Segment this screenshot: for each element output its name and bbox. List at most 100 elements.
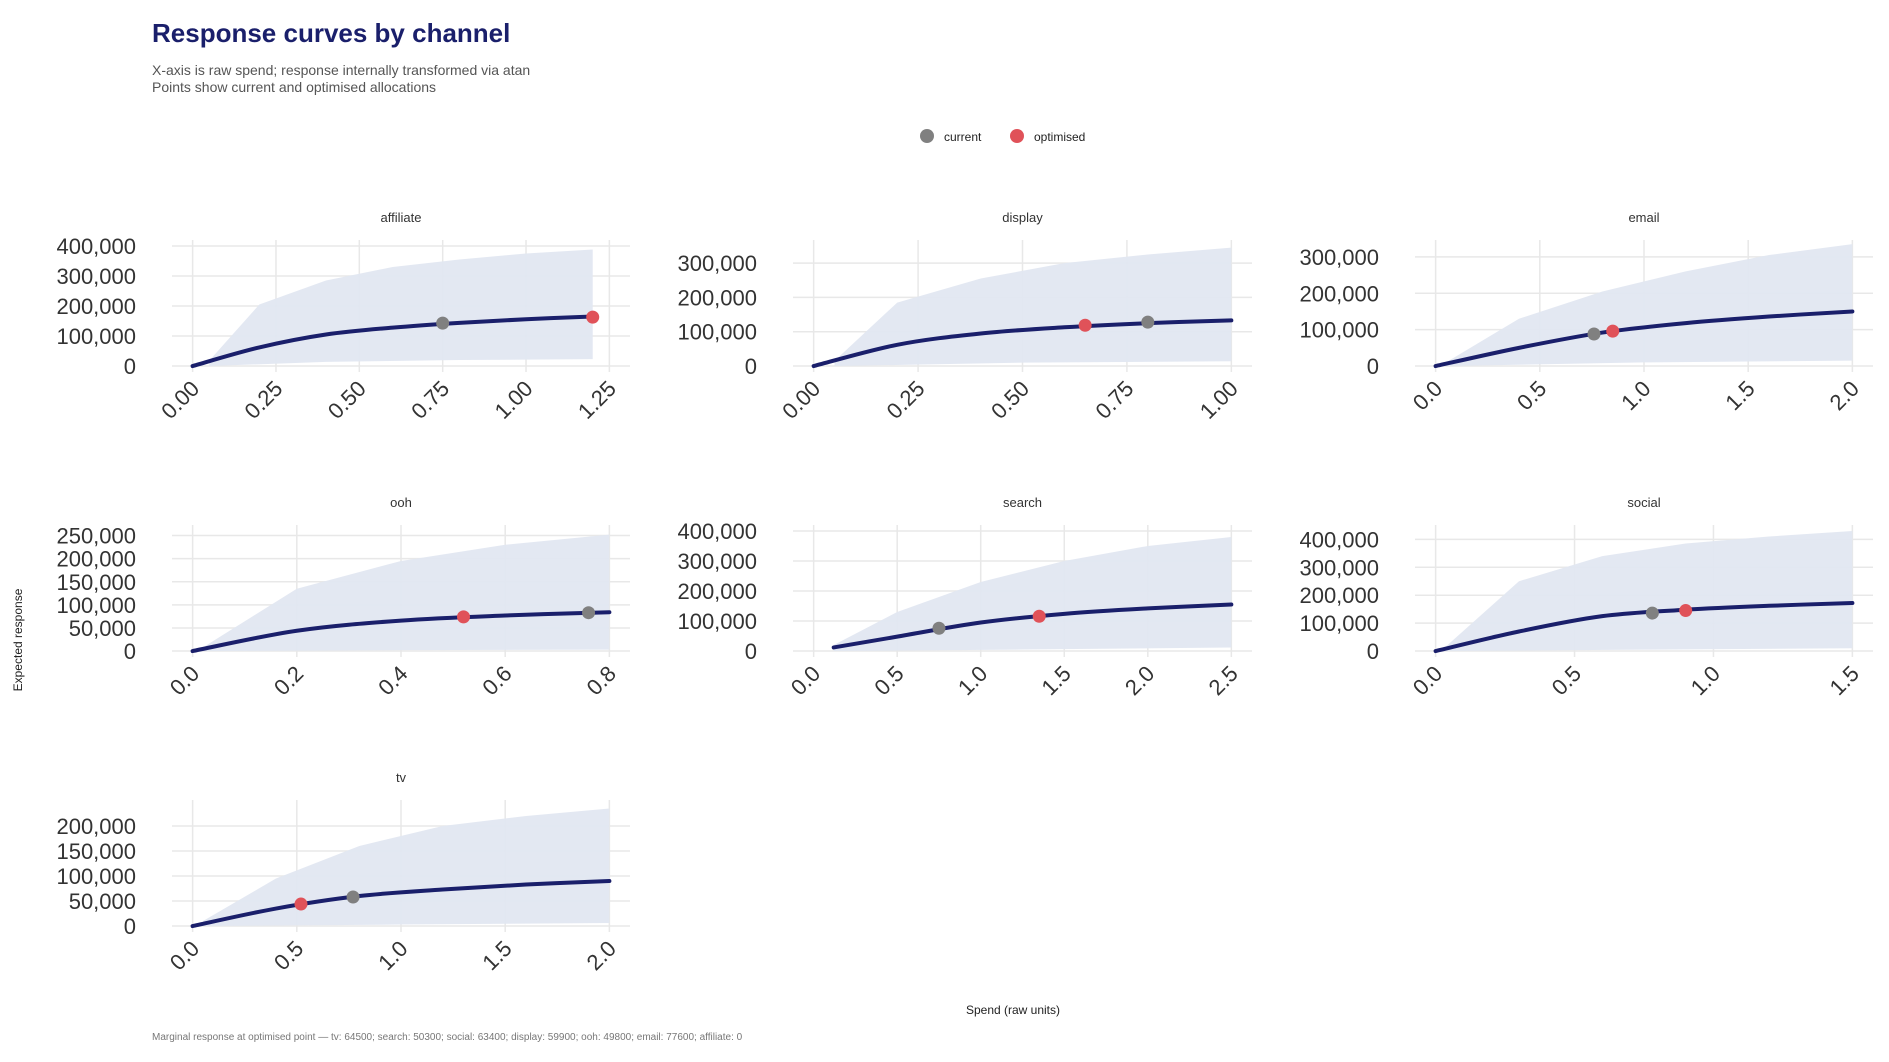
legend-swatch-current	[920, 129, 934, 143]
y-tick-label: 300,000	[677, 251, 757, 276]
y-tick-label: 300,000	[677, 549, 757, 574]
current-point	[346, 890, 360, 904]
legend-swatch-optimised	[1010, 129, 1024, 143]
legend-label-current: current	[944, 130, 982, 144]
y-tick-label: 250,000	[56, 524, 136, 549]
uncertainty-band	[1446, 244, 1853, 367]
panel-social: social 0.0 0.5 1.0 1.5 0 100,000 200,000 300,000…	[1299, 495, 1873, 700]
y-tick-label: 100,000	[1299, 318, 1379, 343]
y-tick-label: 200,000	[56, 547, 136, 572]
y-tick-label: 150,000	[56, 839, 136, 864]
x-tick-label: 2.5	[1204, 661, 1243, 700]
panel-title-affiliate: affiliate	[381, 210, 422, 225]
x-tick-label: 0.75	[406, 376, 454, 424]
optimised-point	[1078, 318, 1092, 332]
y-tick-label: 50,000	[69, 889, 136, 914]
x-tick-label: 1.00	[490, 376, 538, 424]
uncertainty-band	[209, 249, 593, 367]
optimised-point	[294, 897, 308, 911]
uncertainty-band	[833, 536, 1232, 652]
panel-tv: tv 0.0 0.5 1.0 1.5 2.0 050,000100,000150,00020…	[56, 770, 630, 975]
uncertainty-band	[203, 534, 610, 652]
subtitle-line-1: X-axis is raw spend; response internally…	[152, 62, 531, 78]
x-tick-label: 0.8	[582, 661, 621, 700]
panel-affiliate: affiliate 0.00 0.25 0.50 0.75 1.00 1.25 0 100,00…	[56, 210, 630, 424]
x-tick-label: 1.0	[1686, 661, 1725, 700]
y-tick-label: 400,000	[1299, 527, 1379, 552]
y-axis-title-wrapper: Expected response	[11, 589, 38, 692]
current-point	[1141, 315, 1155, 329]
optimised-point	[1606, 324, 1620, 338]
x-tick-label: 0.0	[165, 936, 204, 975]
optimised-point	[457, 610, 471, 624]
x-tick-label: 0.0	[786, 661, 825, 700]
panel-title-tv: tv	[396, 770, 407, 785]
x-tick-label: 0.5	[869, 661, 908, 700]
response-curve	[831, 602, 1234, 650]
y-tick-label: 100,000	[56, 864, 136, 889]
panel-title-search: search	[1003, 495, 1042, 510]
y-tick-label: 300,000	[56, 264, 136, 289]
x-axis-title: Spend (raw units)	[965, 1003, 1061, 1017]
x-tick-label: 0.50	[986, 376, 1034, 424]
current-point	[1645, 606, 1659, 620]
y-tick-label: 200,000	[56, 814, 136, 839]
y-tick-label: 100,000	[56, 593, 136, 618]
x-tick-label: 0.25	[882, 376, 930, 424]
x-tick-label: 2.0	[582, 936, 621, 975]
current-point	[932, 621, 946, 635]
x-tick-label: 0.75	[1090, 376, 1138, 424]
y-tick-label: 400,000	[677, 519, 757, 544]
x-tick-label: 0.2	[269, 661, 308, 700]
uncertainty-band	[1443, 530, 1853, 652]
panel-email: email 0.0 0.5 1.0 1.5 2.0 0 100,000 200,000 300,0…	[1299, 210, 1873, 415]
optimised-point	[1032, 609, 1046, 623]
response-curve	[811, 318, 1234, 369]
y-tick-label: 0	[745, 354, 757, 379]
panel-display: display 0.00 0.25 0.50 0.75 1.00 0 100,000 200,0…	[677, 210, 1252, 424]
x-tick-label: 0.5	[1512, 376, 1551, 415]
x-tick-label: 1.0	[1616, 376, 1655, 415]
x-tick-label: 2.0	[1120, 661, 1159, 700]
x-tick-label: 0.0	[1408, 661, 1447, 700]
y-tick-label: 200,000	[677, 579, 757, 604]
x-tick-label: 1.5	[1825, 661, 1864, 700]
x-tick-label: 1.0	[373, 936, 412, 975]
current-point	[582, 606, 596, 620]
x-tick-label: 1.25	[573, 376, 621, 424]
response-curve	[190, 314, 595, 369]
y-tick-label: 200,000	[56, 294, 136, 319]
y-tick-label: 300,000	[1299, 245, 1379, 270]
response-curve	[1433, 309, 1855, 369]
x-tick-label: 0.50	[323, 376, 371, 424]
x-tick-label: 1.5	[1036, 661, 1075, 700]
x-tick-label: 0.00	[777, 376, 825, 424]
caption: Marginal response at optimised point — t…	[152, 1032, 743, 1043]
x-tick-label: 0.0	[165, 661, 204, 700]
x-tick-label: 0.5	[1547, 661, 1586, 700]
y-tick-label: 200,000	[1299, 281, 1379, 306]
y-tick-label: 0	[1367, 354, 1379, 379]
y-tick-label: 200,000	[1299, 583, 1379, 608]
y-tick-label: 150,000	[56, 570, 136, 595]
current-point	[436, 316, 450, 330]
y-tick-label: 300,000	[1299, 555, 1379, 580]
y-tick-label: 0	[124, 354, 136, 379]
y-tick-label: 50,000	[69, 616, 136, 641]
response-curve	[190, 610, 612, 654]
y-tick-label: 100,000	[677, 320, 757, 345]
x-tick-label: 0.4	[373, 661, 412, 700]
x-tick-label: 1.00	[1195, 376, 1243, 424]
chart-subtitle: X-axis is raw spend; response internally…	[152, 62, 530, 96]
panel-title-social: social	[1627, 495, 1660, 510]
x-tick-label: 0.25	[240, 376, 288, 424]
y-tick-label: 200,000	[677, 285, 757, 310]
y-tick-label: 0	[1367, 639, 1379, 664]
x-tick-label: 0.0	[1408, 376, 1447, 415]
optimised-point	[1679, 604, 1693, 618]
current-point	[1587, 327, 1601, 341]
legend-label-optimised: optimised	[1034, 130, 1086, 144]
y-tick-label: 0	[124, 639, 136, 664]
